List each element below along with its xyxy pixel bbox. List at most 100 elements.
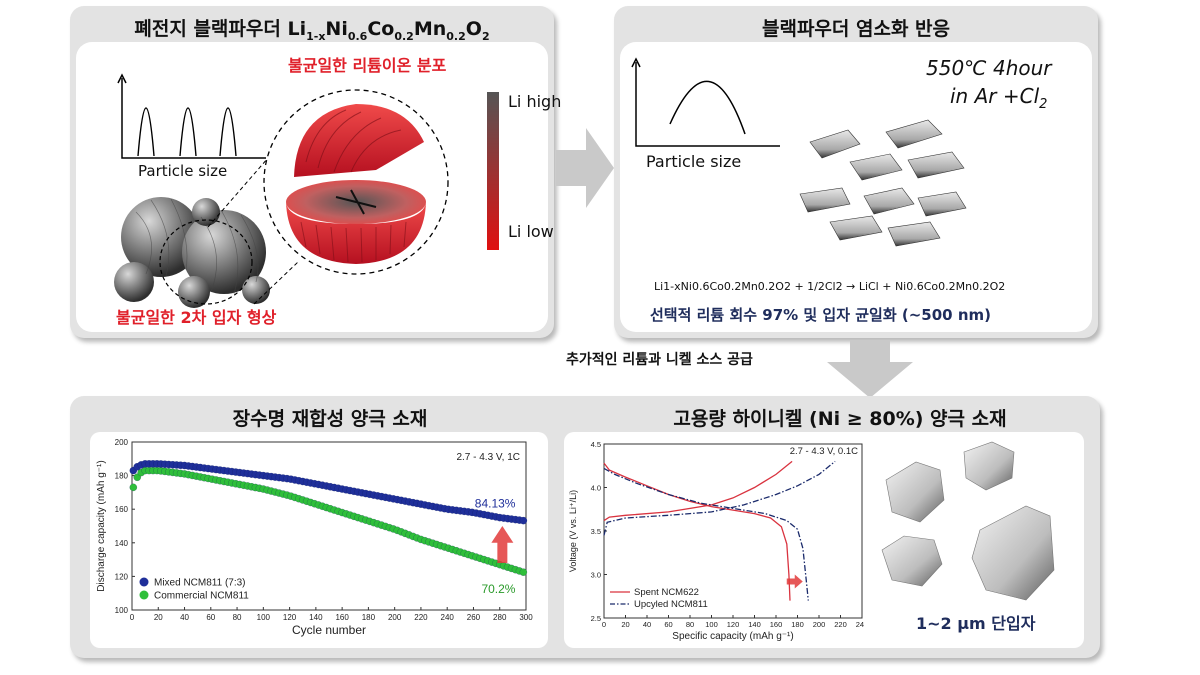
legend-marker	[139, 577, 149, 587]
curve-discharge	[603, 467, 809, 601]
y-tick-label: 4.0	[591, 484, 601, 493]
x-tick-label: 220	[834, 620, 847, 629]
x-tick-label: 120	[283, 613, 297, 622]
chart-annotation: 2.7 - 4.3 V, 0.1C	[790, 446, 858, 457]
y-tick-label: 200	[115, 438, 129, 447]
y-tick-label: 3.0	[591, 571, 601, 580]
x-tick-label: 60	[206, 613, 215, 622]
panel-black-powder: 폐전지 블랙파우더 Li1-xNi0.6Co0.2Mn0.2O2 불균일한 리튬…	[70, 6, 561, 338]
uniform-size-distribution-plot	[631, 57, 780, 147]
legend-label: Spent NCM622	[634, 587, 699, 598]
x-tick-label: 140	[309, 613, 323, 622]
x-tick-label: 40	[180, 613, 189, 622]
x-axis-label: Specific capacity (mAh g⁻¹)	[672, 631, 793, 642]
x-tick-label: 200	[388, 613, 402, 622]
x-tick-label: 200	[813, 620, 826, 629]
secondary-particle-cluster	[114, 197, 270, 308]
voltage-chart-card: 2.5 3.0 3.5 4.0 4.5 0 20 40 60 80 100 120 140 160 180 2…	[564, 432, 1084, 648]
y-tick-label: 180	[115, 472, 129, 481]
data-point	[519, 516, 528, 525]
li-high-label: Li high	[508, 92, 562, 111]
x-axis-label: Cycle number	[292, 623, 366, 637]
lithium-distribution-cross-section	[263, 89, 449, 275]
legend-label: Commercial NCM811	[154, 591, 249, 602]
chart-annotation: 2.7 - 4.3 V, 1C	[456, 452, 520, 463]
li-low-label: Li low	[508, 222, 554, 241]
y-tick-label: 140	[115, 539, 129, 548]
nonuniform-distribution-label: 불균일한 리튬이온 분포	[288, 56, 447, 75]
x-tick-label: 20	[154, 613, 163, 622]
nonuniform-shape-label: 불균일한 2차 입자 형상	[116, 308, 277, 327]
panel1-title: 폐전지 블랙파우더 Li1-xNi0.6Co0.2Mn0.2O2	[134, 18, 490, 43]
uniform-flake-particles	[799, 119, 967, 247]
x-tick-label: 160	[770, 620, 783, 629]
x-tick-label: 0	[130, 613, 135, 622]
legend-marker	[139, 590, 149, 600]
x-tick-label: 300	[519, 613, 533, 622]
cycle-life-chart: 100 120 140 160 180 200 0 20 40 60 80 100 120 140 160 1…	[96, 438, 533, 637]
condition-line2: in Ar +Cl2	[950, 84, 1048, 112]
panel2-title: 블랙파우더 염소화 반응	[761, 18, 951, 40]
x-tick-label: 140	[748, 620, 761, 629]
x-tick-label: 160	[335, 613, 349, 622]
capacity-gain-arrow	[786, 574, 803, 589]
y-tick-label: 160	[115, 505, 129, 514]
panel-cathode-materials: 장수명 재합성 양극 소재 고용량 하이니켈 (Ni ≥ 80%) 양극 소재 …	[70, 396, 1100, 658]
legend-label: Upcyled NCM811	[634, 599, 708, 610]
data-point	[133, 473, 141, 481]
curve-discharge	[603, 462, 791, 601]
single-crystal-label: 1~2 μm 단입자	[916, 614, 1036, 633]
y-tick-label: 120	[115, 572, 129, 581]
particle-size-label: Particle size	[138, 162, 228, 180]
li-concentration-scale	[487, 92, 499, 250]
x-tick-label: 180	[362, 613, 376, 622]
panel3-title-left: 장수명 재합성 양극 소재	[232, 408, 428, 430]
x-tick-label: 60	[664, 620, 672, 629]
x-tick-label: 0	[602, 620, 606, 629]
y-axis-label: Discharge capacity (mAh g⁻¹)	[96, 460, 107, 591]
recovery-result: 선택적 리튬 회수 97% 및 입자 균일화 (~500 nm)	[650, 306, 991, 324]
condition-line1: 550℃ 4hour	[926, 56, 1052, 80]
series-mixed-ncm811	[129, 460, 528, 525]
x-tick-label: 80	[686, 620, 694, 629]
x-tick-label: 40	[643, 620, 651, 629]
x-tick-label: 240	[441, 613, 455, 622]
y-tick-label: 2.5	[591, 614, 601, 623]
panel1-content: 불균일한 리튬이온 분포 Particle size	[76, 42, 561, 332]
x-tick-label: 120	[727, 620, 740, 629]
y-tick-label: 100	[115, 606, 129, 615]
series-commercial-ncm811	[129, 466, 528, 576]
x-tick-label: 240	[856, 620, 864, 629]
x-tick-label: 80	[233, 613, 242, 622]
y-tick-label: 3.5	[591, 527, 601, 536]
data-point	[129, 483, 138, 492]
x-tick-label: 100	[257, 613, 271, 622]
plot-frame	[131, 441, 527, 611]
curve-charge	[603, 460, 793, 522]
x-tick-label: 220	[414, 613, 428, 622]
single-crystal-particles	[881, 441, 1055, 601]
panel3-title-right: 고용량 하이니켈 (Ni ≥ 80%) 양극 소재	[673, 408, 1007, 430]
size-distribution-plot	[117, 73, 266, 159]
retention-label-mixed: 84.13%	[475, 497, 516, 511]
panel2-content: Particle size 550℃ 4hour in Ar +Cl2	[620, 42, 1092, 332]
arrow-right	[556, 128, 614, 208]
supply-label: 추가적인 리튬과 니켈 소스 공급	[566, 352, 753, 368]
voltage-profile-chart: 2.5 3.0 3.5 4.0 4.5 0 20 40 60 80 100 120 140 160 180 2…	[568, 440, 864, 642]
x-tick-label: 260	[467, 613, 481, 622]
data-point	[519, 568, 528, 576]
y-axis-label: Voltage (V vs. Li⁺/Li)	[568, 490, 578, 572]
retention-label-commercial: 70.2%	[481, 582, 515, 596]
chlorination-equation: Li1-xNi0.6Co0.2Mn0.2O2 + 1/2Cl2 → LiCl +…	[654, 280, 1006, 293]
particle-size-label-2: Particle size	[646, 152, 742, 171]
x-tick-label: 280	[493, 613, 507, 622]
arrow-down	[827, 340, 913, 398]
legend-label: Mixed NCM811 (7:3)	[154, 578, 246, 589]
x-tick-label: 20	[621, 620, 629, 629]
curve-charge	[603, 460, 836, 536]
x-tick-label: 100	[705, 620, 718, 629]
y-tick-label: 4.5	[591, 440, 601, 449]
x-tick-label: 180	[791, 620, 804, 629]
panel-chlorination: 블랙파우더 염소화 반응 Particle size 550℃ 4hour in…	[614, 6, 1098, 338]
cycle-chart-card: 100 120 140 160 180 200 0 20 40 60 80 100 120 140 160 1…	[90, 432, 548, 648]
